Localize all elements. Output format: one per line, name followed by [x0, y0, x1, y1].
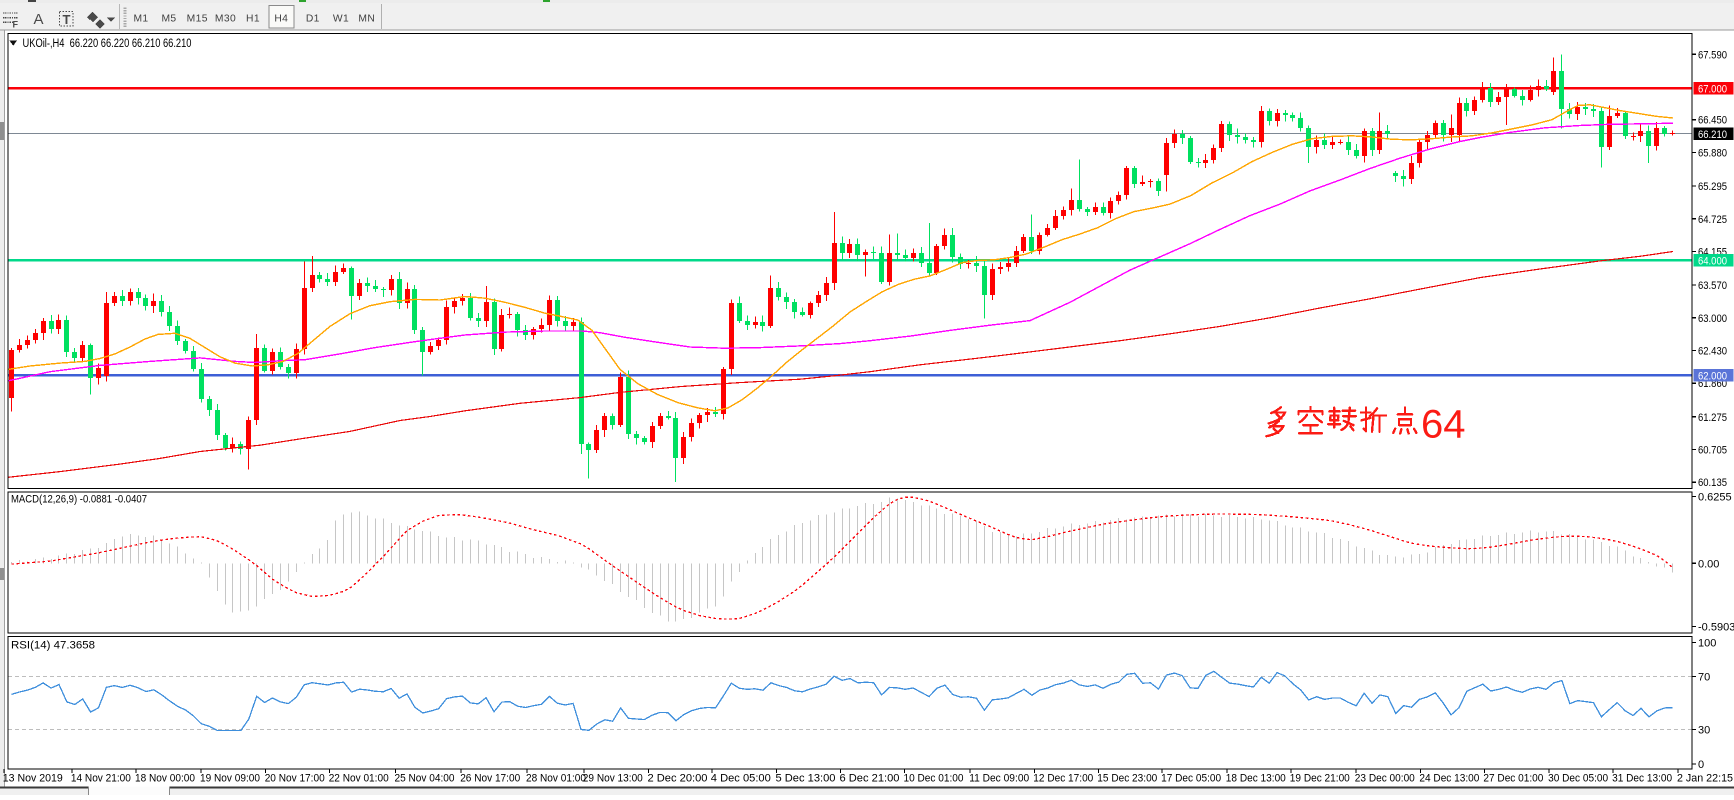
svg-text:64.000: 64.000 — [1698, 256, 1727, 268]
svg-text:10 Dec 01:00: 10 Dec 01:00 — [904, 773, 964, 785]
svg-text:67.590: 67.590 — [1698, 49, 1727, 61]
svg-text:H1: H1 — [246, 14, 260, 25]
svg-text:0.6255: 0.6255 — [1698, 491, 1732, 503]
svg-text:62.000: 62.000 — [1698, 371, 1727, 383]
svg-text:MACD(12,26,9) -0.0881 -0.0407: MACD(12,26,9) -0.0881 -0.0407 — [11, 494, 147, 506]
svg-text:M15: M15 — [187, 14, 208, 25]
svg-text:66.210: 66.210 — [1698, 129, 1727, 141]
svg-text:22 Nov 01:00: 22 Nov 01:00 — [329, 773, 389, 785]
svg-text:62.430: 62.430 — [1698, 346, 1727, 358]
svg-text:0: 0 — [1698, 759, 1704, 771]
svg-text:M5: M5 — [161, 14, 176, 25]
svg-text:67.000: 67.000 — [1698, 84, 1727, 96]
svg-text:-0.5903: -0.5903 — [1698, 622, 1734, 634]
svg-text:31 Dec 13:00: 31 Dec 13:00 — [1612, 773, 1672, 785]
svg-text:11 Dec 09:00: 11 Dec 09:00 — [969, 773, 1029, 785]
svg-text:A: A — [34, 11, 44, 28]
svg-text:29 Nov 13:00: 29 Nov 13:00 — [583, 773, 643, 785]
svg-text:23 Dec 00:00: 23 Dec 00:00 — [1355, 773, 1415, 785]
svg-text:MN: MN — [358, 14, 375, 25]
svg-text:60.705: 60.705 — [1698, 445, 1727, 457]
svg-text:D1: D1 — [306, 14, 320, 25]
svg-text:17 Dec 05:00: 17 Dec 05:00 — [1161, 773, 1221, 785]
svg-text:6 Dec 21:00: 6 Dec 21:00 — [840, 773, 900, 785]
svg-text:100: 100 — [1698, 638, 1716, 650]
svg-text:F: F — [13, 20, 19, 30]
svg-text:63.000: 63.000 — [1698, 313, 1727, 325]
svg-text:14 Nov 21:00: 14 Nov 21:00 — [71, 773, 131, 785]
svg-text:28 Nov 01:00: 28 Nov 01:00 — [526, 773, 586, 785]
svg-text:UKOil-,H4 66.220 66.220 66.21: UKOil-,H4 66.220 66.220 66.210 66.210 — [23, 38, 192, 50]
svg-text:30: 30 — [1698, 724, 1710, 736]
svg-text:W1: W1 — [333, 14, 349, 25]
svg-text:27 Dec 01:00: 27 Dec 01:00 — [1483, 773, 1543, 785]
svg-text:25 Nov 04:00: 25 Nov 04:00 — [395, 773, 455, 785]
svg-text:30 Dec 05:00: 30 Dec 05:00 — [1548, 773, 1608, 785]
svg-text:2 Jan 22:15: 2 Jan 22:15 — [1677, 773, 1733, 785]
svg-text:0.00: 0.00 — [1698, 558, 1719, 570]
svg-text:64.725: 64.725 — [1698, 214, 1727, 226]
svg-text:66.450: 66.450 — [1698, 115, 1727, 127]
svg-text:61.275: 61.275 — [1698, 412, 1727, 424]
svg-text:2 Dec 20:00: 2 Dec 20:00 — [648, 773, 708, 785]
svg-text:65.880: 65.880 — [1698, 148, 1727, 160]
svg-text:RSI(14) 47.3658: RSI(14) 47.3658 — [11, 640, 95, 652]
svg-text:70: 70 — [1698, 672, 1710, 684]
svg-text:12 Dec 17:00: 12 Dec 17:00 — [1033, 773, 1093, 785]
svg-text:18 Dec 13:00: 18 Dec 13:00 — [1226, 773, 1286, 785]
svg-text:26 Nov 17:00: 26 Nov 17:00 — [460, 773, 520, 785]
svg-text:20 Nov 17:00: 20 Nov 17:00 — [265, 773, 325, 785]
svg-text:64: 64 — [1421, 403, 1466, 447]
svg-text:63.570: 63.570 — [1698, 280, 1727, 292]
svg-text:T: T — [63, 12, 71, 27]
svg-text:60.135: 60.135 — [1698, 477, 1727, 489]
svg-text:24 Dec 13:00: 24 Dec 13:00 — [1419, 773, 1479, 785]
svg-text:5 Dec 13:00: 5 Dec 13:00 — [776, 773, 836, 785]
svg-text:15 Dec 23:00: 15 Dec 23:00 — [1097, 773, 1157, 785]
svg-text:19 Nov 09:00: 19 Nov 09:00 — [200, 773, 260, 785]
svg-text:18 Nov 00:00: 18 Nov 00:00 — [135, 773, 195, 785]
svg-text:M30: M30 — [215, 14, 236, 25]
svg-text:H4: H4 — [274, 14, 288, 25]
svg-text:4 Dec 05:00: 4 Dec 05:00 — [711, 773, 771, 785]
svg-text:13 Nov 2019: 13 Nov 2019 — [3, 773, 63, 785]
svg-text:19 Dec 21:00: 19 Dec 21:00 — [1290, 773, 1350, 785]
svg-text:M1: M1 — [133, 14, 148, 25]
svg-text:65.295: 65.295 — [1698, 181, 1727, 193]
